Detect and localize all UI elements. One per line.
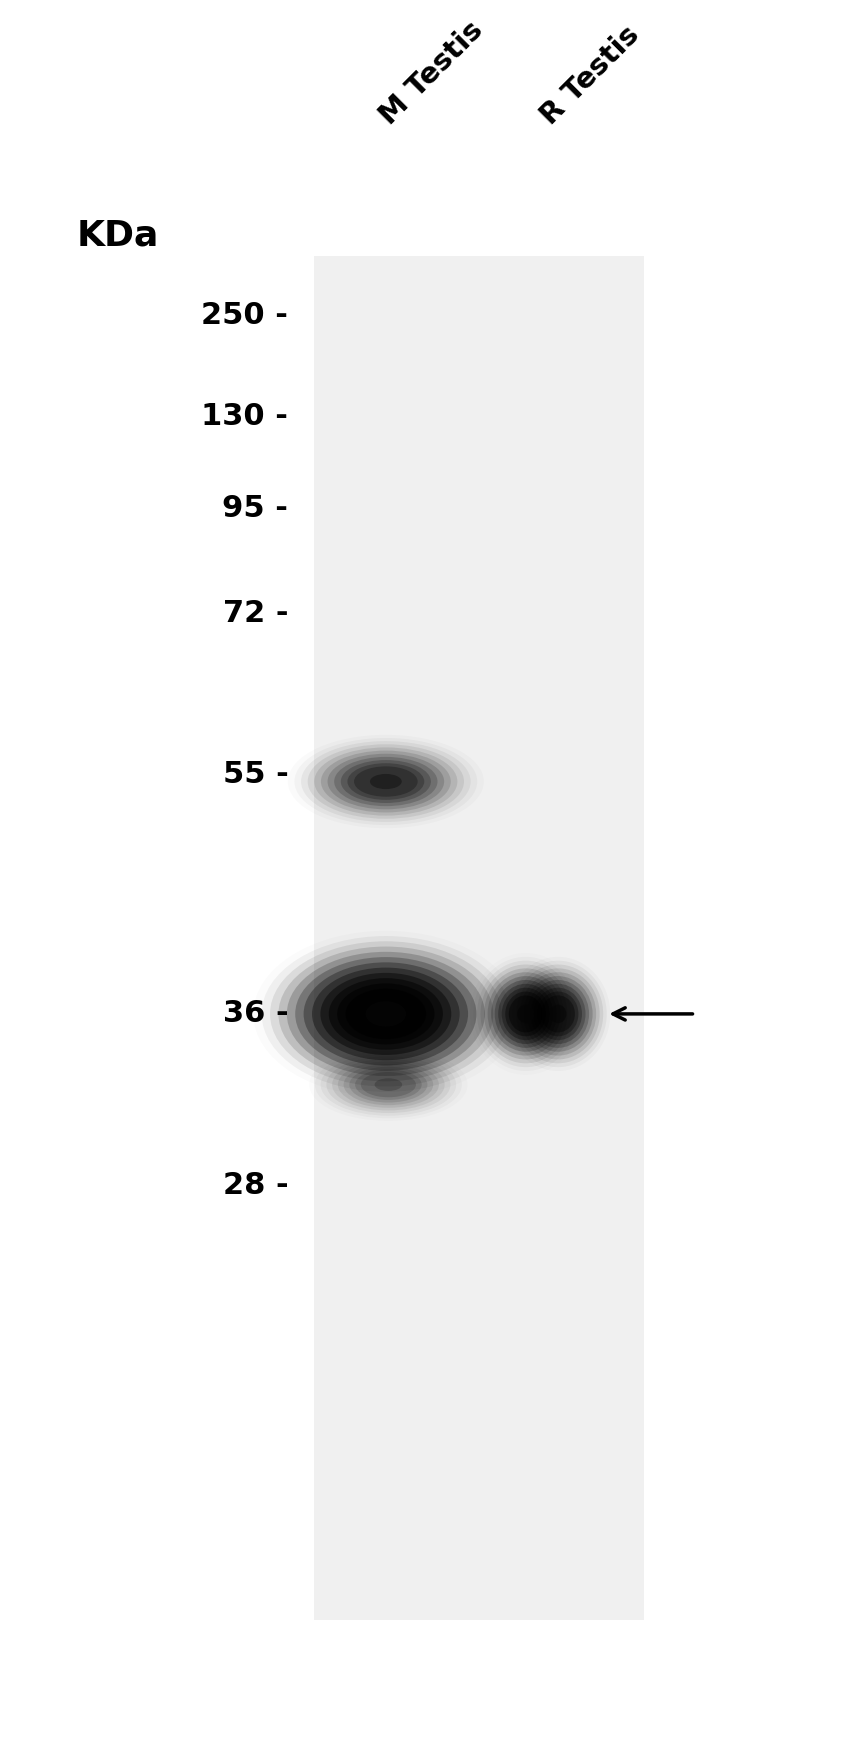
Ellipse shape — [304, 963, 468, 1065]
Ellipse shape — [516, 968, 600, 1060]
Ellipse shape — [481, 965, 571, 1064]
Ellipse shape — [502, 987, 550, 1039]
Ellipse shape — [354, 766, 418, 796]
Ellipse shape — [321, 973, 451, 1055]
Text: R Testis: R Testis — [536, 21, 645, 130]
Ellipse shape — [308, 744, 464, 819]
Ellipse shape — [550, 1005, 566, 1024]
Ellipse shape — [477, 961, 575, 1067]
Ellipse shape — [538, 991, 578, 1036]
Ellipse shape — [517, 1005, 534, 1024]
Ellipse shape — [531, 984, 586, 1045]
Ellipse shape — [338, 984, 434, 1045]
Ellipse shape — [541, 996, 575, 1032]
Ellipse shape — [523, 977, 593, 1051]
Text: 130 -: 130 - — [202, 401, 288, 431]
Ellipse shape — [348, 763, 424, 799]
Ellipse shape — [332, 1058, 444, 1111]
Ellipse shape — [315, 747, 457, 815]
Ellipse shape — [270, 942, 502, 1086]
Ellipse shape — [301, 740, 471, 822]
Ellipse shape — [498, 984, 553, 1045]
Ellipse shape — [484, 968, 567, 1060]
Text: M Testis: M Testis — [375, 16, 488, 130]
Ellipse shape — [365, 1001, 406, 1027]
Ellipse shape — [505, 991, 546, 1036]
Ellipse shape — [321, 751, 451, 812]
Ellipse shape — [520, 972, 596, 1055]
Ellipse shape — [287, 952, 485, 1076]
Ellipse shape — [341, 760, 431, 803]
Ellipse shape — [513, 965, 603, 1064]
Ellipse shape — [509, 996, 543, 1032]
Ellipse shape — [346, 989, 426, 1039]
Bar — [314, 255, 644, 1620]
Text: 72 -: 72 - — [223, 598, 288, 627]
Ellipse shape — [491, 977, 561, 1051]
Text: KDa: KDa — [76, 219, 159, 254]
Ellipse shape — [343, 1064, 433, 1105]
Ellipse shape — [375, 1078, 402, 1091]
Text: 55 -: 55 - — [222, 760, 288, 789]
Ellipse shape — [494, 980, 557, 1048]
Ellipse shape — [488, 972, 564, 1055]
Ellipse shape — [334, 756, 438, 806]
Ellipse shape — [527, 980, 589, 1048]
Ellipse shape — [361, 1072, 416, 1097]
Ellipse shape — [349, 1067, 427, 1102]
Ellipse shape — [278, 947, 494, 1081]
Text: 95 -: 95 - — [222, 494, 288, 523]
Ellipse shape — [327, 754, 444, 810]
Ellipse shape — [370, 773, 402, 789]
Ellipse shape — [338, 1062, 439, 1107]
Ellipse shape — [312, 968, 460, 1060]
Ellipse shape — [329, 978, 443, 1050]
Ellipse shape — [534, 987, 582, 1039]
Text: 36 -: 36 - — [223, 999, 288, 1029]
Text: 28 -: 28 - — [223, 1171, 288, 1201]
Ellipse shape — [355, 1069, 421, 1100]
Text: 250 -: 250 - — [202, 301, 288, 330]
Ellipse shape — [295, 958, 477, 1071]
